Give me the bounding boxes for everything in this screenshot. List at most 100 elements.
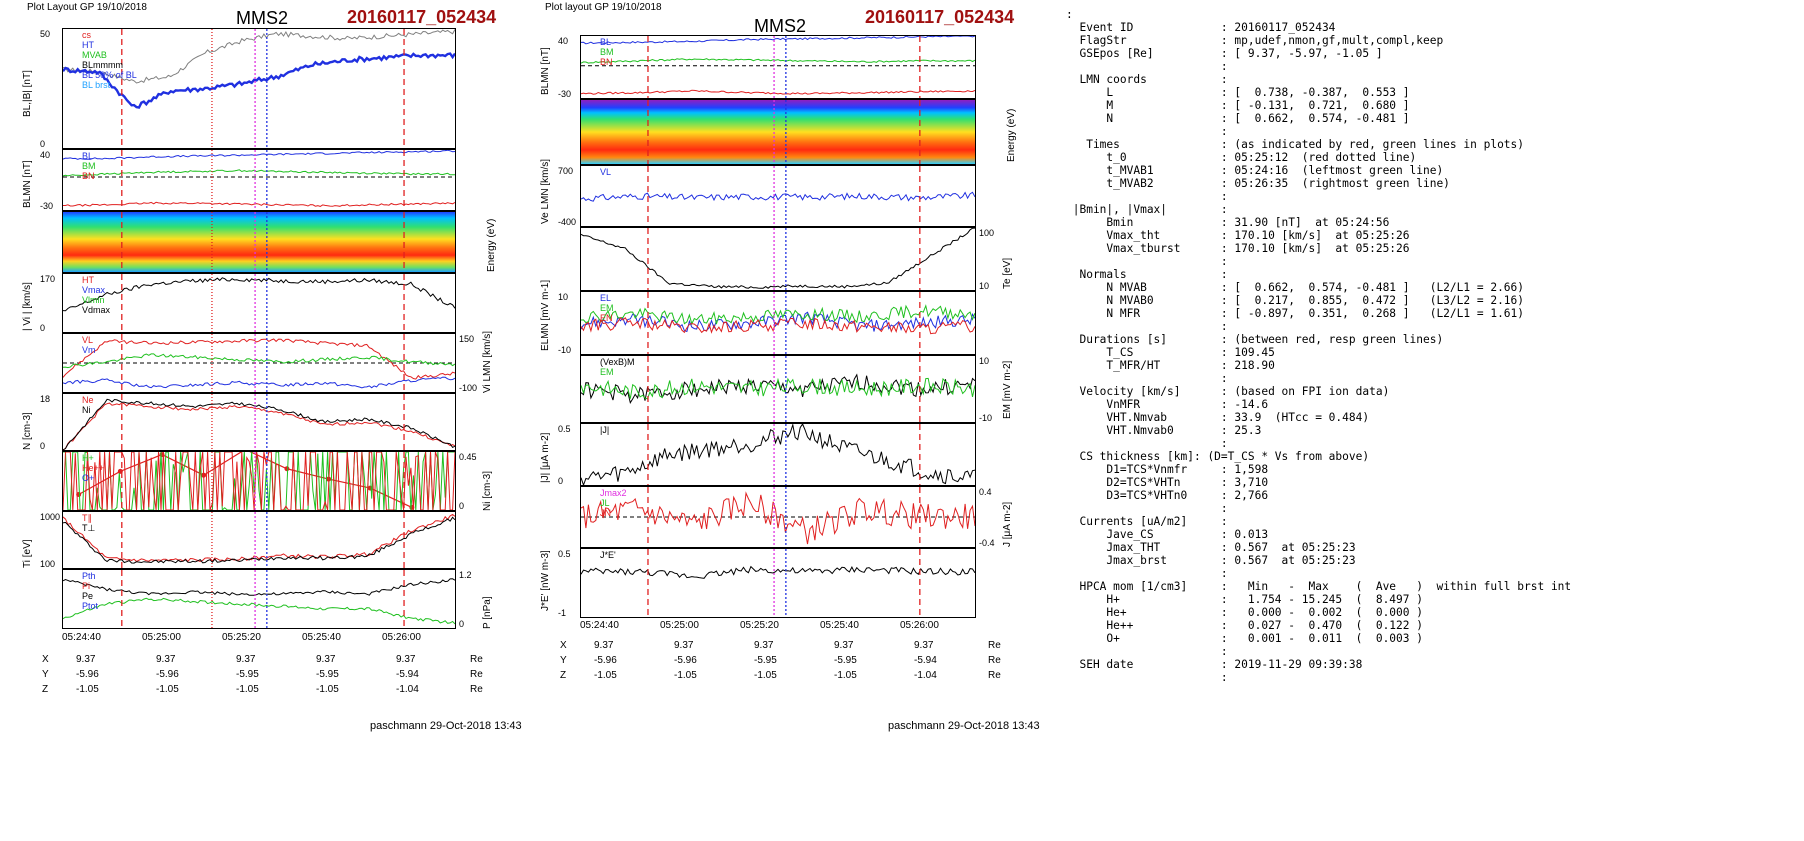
left-footer: paschmann 29-Oct-2018 13:43 [370,720,522,732]
info-line: : [1066,8,1073,21]
x-tick-label: 05:25:20 [740,620,779,631]
y-tick-label: 0 [558,476,564,486]
panel-legend: Jmax2 JL JN [600,488,627,518]
series-line [63,29,455,84]
plot-panel [580,165,976,227]
legend-entry: EN [600,313,613,323]
coord-unit: Re [988,670,1001,681]
panel-svg [63,334,455,392]
series-line [63,353,455,369]
coord-label: Z [560,670,567,681]
coord-value: -5.95 [236,669,259,680]
y-axis-label: |J| [μA m-2] [540,432,551,483]
info-line: VnMFR : -14.6 [1066,398,1269,411]
legend-entry: BN [600,57,613,67]
legend-entry: Pe [82,591,94,601]
series-line [63,376,455,389]
coord-value: -1.04 [396,684,419,695]
info-line: Velocity [km/s] : (based on FPI ion data… [1066,385,1390,398]
y-tick-label: 40 [558,36,569,46]
legend-entry: T⊥ [82,523,96,533]
series-line [581,491,975,545]
panel-svg [581,228,975,290]
series-line [581,377,975,400]
series-line [581,311,975,333]
series-line [581,89,975,95]
info-line: N MFR : [ -0.897, 0.351, 0.268 ] (L2/L1 … [1066,307,1525,320]
info-line: : [1066,567,1228,580]
x-tick-label: 05:24:40 [580,620,619,631]
y-axis-label: J*E' [nW m-3] [540,550,551,611]
legend-entry: Pth [82,571,96,581]
panel-legend: HT Vmax Vlmin Vdmax [82,275,110,315]
coord-value: 9.37 [914,640,934,651]
x-tick-label: 05:26:00 [382,632,421,643]
info-line: Event ID : 20160117_052434 [1066,21,1336,34]
plot-panel [62,451,456,511]
info-line: Currents [uA/m2] : [1066,515,1228,528]
y-tick-label: -400 [558,217,577,227]
info-line: : [1066,502,1228,515]
x-tick-label: 05:25:40 [302,632,341,643]
y-axis-label: N [cm-3] [22,412,33,450]
panel-svg [63,150,455,210]
y-axis-label: Ve LMN [km/s] [540,158,551,224]
legend-entry: Ne [82,395,94,405]
y-axis-label: BLMN [nT] [22,160,33,208]
info-line: VHT.Nmvab : 33.9 (HTcc = 0.484) [1066,411,1370,424]
panel-legend: EL EM EN [600,293,614,323]
left-plot-event: 20160117_052434 [347,7,497,27]
coord-value: 9.37 [156,654,176,665]
info-line: : [1066,125,1228,138]
panel-legend: Pth Pi Pe Ptot [82,571,98,611]
data-point [284,466,290,472]
y-tick-label: 1.2 [459,570,472,580]
legend-entry: MVAB [82,50,107,60]
plot-panel [62,273,456,333]
y-axis-label: Ti [eV] [22,539,33,568]
coord-value: -5.94 [914,655,937,666]
series-line [63,201,455,207]
legend-entry: JN [600,508,611,518]
panel-legend: BL BM BN [600,37,614,67]
info-line: Vmax_tburst : 170.10 [km/s] at 05:25:26 [1066,242,1410,255]
info-line: : [1066,645,1228,658]
panel-legend: Ne Ni [82,395,94,415]
legend-entry: BL 50% of BL [82,70,137,80]
series-line [63,597,455,625]
legend-entry: EM [600,367,614,377]
plot-panel [62,28,456,149]
legend-entry: HT [82,40,94,50]
panel-svg [581,292,975,354]
coord-value: -5.96 [156,669,179,680]
info-line: D1=TCS*Vnmfr : 1,598 [1066,463,1269,476]
coord-unit: Re [470,669,483,680]
mid-plot-event: 20160117_052434 [865,7,1015,27]
x-tick-label: 05:26:00 [900,620,939,631]
legend-entry: JL [600,498,610,508]
coord-value: -5.95 [316,669,339,680]
plot-panel [62,149,456,211]
series-line [63,277,455,312]
panel-legend: VL Vm [82,335,96,355]
y-tick-label: 0.45 [459,452,477,462]
plot-panel [580,355,976,423]
coord-value: 9.37 [76,654,96,665]
y-tick-label: 150 [459,334,475,344]
series-line [63,169,455,177]
legend-entry: (VexB)M [600,357,635,367]
panel-svg [63,570,455,628]
y-axis-label: BLMN [nT] [540,47,551,95]
legend-entry: H+ [82,453,94,463]
coord-value: -5.96 [674,655,697,666]
plot-panel [62,393,456,451]
panel-svg [63,29,455,148]
coord-value: 9.37 [594,640,614,651]
coord-value: -1.04 [914,670,937,681]
y-axis-label-right: Energy (eV) [1006,108,1017,162]
legend-entry: EL [600,293,612,303]
y-tick-label: -1 [558,608,567,618]
coord-unit: Re [470,684,483,695]
legend-entry: cs [82,30,91,40]
x-tick-label: 05:24:40 [62,632,101,643]
